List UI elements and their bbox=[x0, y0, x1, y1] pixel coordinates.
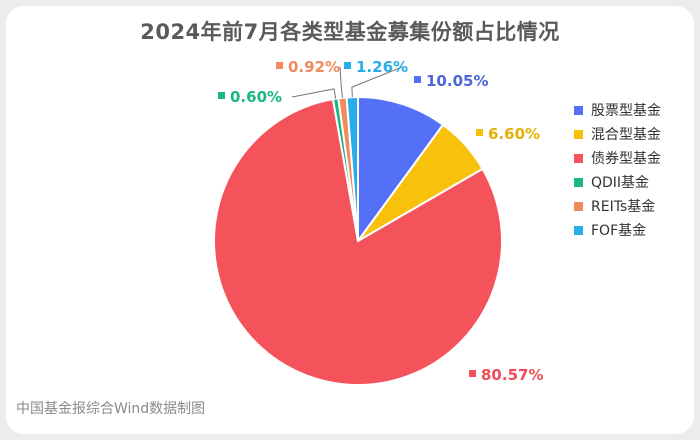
pie-slice-series bbox=[357, 96, 445, 242]
chart-legend: 股票型基金混合型基金债券型基金 QDII基金 REITs基金 FOF基金 bbox=[574, 98, 661, 242]
legend-label: FOF基金 bbox=[591, 223, 647, 239]
source-note: 中国基金报综合Wind数据制图 bbox=[16, 401, 206, 417]
legend-item-series: 债券型基金 bbox=[574, 146, 661, 170]
data-label-swatch-fof bbox=[344, 62, 351, 69]
data-label-series: 6.60% bbox=[488, 125, 540, 143]
legend-label: REITs基金 bbox=[591, 199, 656, 215]
legend-item-qdii: QDII基金 bbox=[574, 170, 661, 194]
leader-line-qdii bbox=[291, 88, 337, 99]
legend-swatch bbox=[574, 129, 583, 139]
data-label-reits: 0.92% bbox=[288, 58, 340, 76]
pie-slices bbox=[213, 96, 503, 386]
data-label-swatch-reits bbox=[276, 62, 283, 69]
data-label-qdii: 0.60% bbox=[230, 88, 282, 106]
legend-swatch bbox=[574, 177, 583, 187]
legend-swatch bbox=[574, 201, 583, 211]
legend-swatch bbox=[574, 105, 583, 115]
pie-chart: 10.05% 6.60% 80.57% 0.60% 0.92% 1.26% bbox=[213, 58, 543, 386]
legend-item-reits: REITs基金 bbox=[574, 194, 661, 218]
data-label-series: 10.05% bbox=[426, 72, 488, 90]
chart-card: 2024年前7月各类型基金募集份额占比情况 10.05% 6.60% 80.57% 0… bbox=[6, 6, 694, 434]
pie-slice-series bbox=[213, 98, 503, 386]
legend-swatch bbox=[574, 153, 583, 163]
data-label-fof: 1.26% bbox=[356, 58, 408, 76]
data-label-swatch-qdii bbox=[218, 92, 225, 99]
leader-line-reits bbox=[339, 66, 343, 98]
data-label-series: 80.57% bbox=[481, 366, 543, 384]
legend-label: 债券型基金 bbox=[591, 151, 661, 167]
legend-item-series: 股票型基金 bbox=[574, 98, 661, 122]
data-labels: 10.05% 6.60% 80.57% 0.60% 0.92% 1.26% bbox=[218, 58, 543, 384]
data-label-swatch-series bbox=[476, 129, 483, 136]
legend-item-series: 混合型基金 bbox=[574, 122, 661, 146]
legend-label: QDII基金 bbox=[591, 175, 650, 191]
legend-swatch bbox=[574, 225, 583, 235]
legend-label: 股票型基金 bbox=[591, 103, 661, 119]
data-label-swatch-series bbox=[469, 370, 476, 377]
label-leader-lines bbox=[291, 66, 403, 99]
data-label-swatch-series bbox=[414, 76, 421, 83]
leader-line-fof bbox=[351, 66, 403, 98]
chart-title: 2024年前7月各类型基金募集份额占比情况 bbox=[140, 20, 560, 44]
legend-label: 混合型基金 bbox=[591, 127, 661, 143]
legend-item-fof: FOF基金 bbox=[574, 218, 661, 242]
